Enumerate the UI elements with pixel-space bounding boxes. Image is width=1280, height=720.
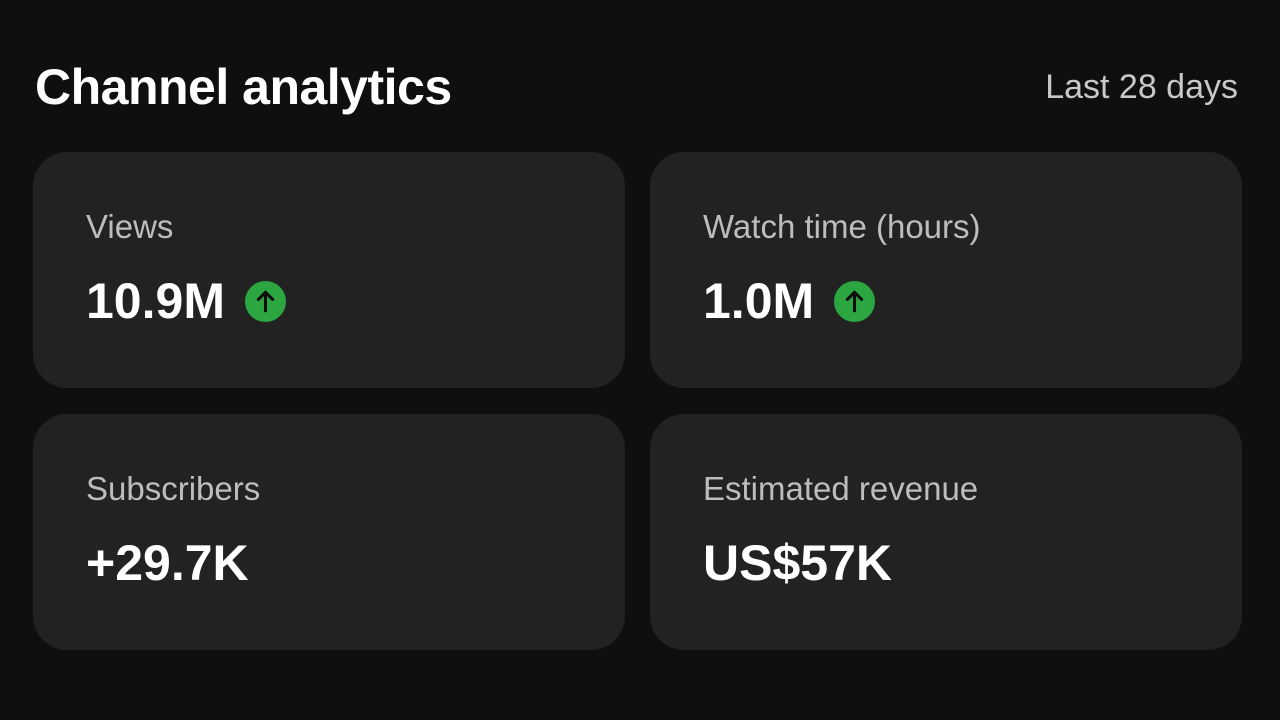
metric-card[interactable]: Views 10.9M: [33, 152, 625, 388]
period-selector[interactable]: Last 28 days: [1045, 68, 1238, 106]
metric-card[interactable]: Estimated revenue US$57K: [650, 414, 1242, 650]
metric-value: 1.0M: [703, 272, 1242, 330]
metric-number: +29.7K: [86, 535, 249, 591]
metric-number: US$57K: [703, 535, 892, 591]
metric-label: Estimated revenue: [703, 470, 979, 507]
trend-up-icon: [834, 280, 876, 322]
metric-number: 10.9M: [86, 273, 225, 329]
metric-label: Views: [86, 208, 174, 245]
metric-value: US$57K: [703, 534, 1242, 592]
metric-number: 1.0M: [703, 273, 815, 329]
metric-label: Watch time (hours): [703, 208, 981, 245]
trend-up-icon: [244, 280, 286, 322]
metric-value: +29.7K: [86, 534, 625, 592]
metric-card[interactable]: Watch time (hours) 1.0M: [650, 152, 1242, 388]
metric-card[interactable]: Subscribers +29.7K: [33, 414, 625, 650]
metric-value: 10.9M: [86, 272, 625, 330]
metric-label: Subscribers: [86, 470, 261, 507]
page-title: Channel analytics: [35, 59, 452, 115]
